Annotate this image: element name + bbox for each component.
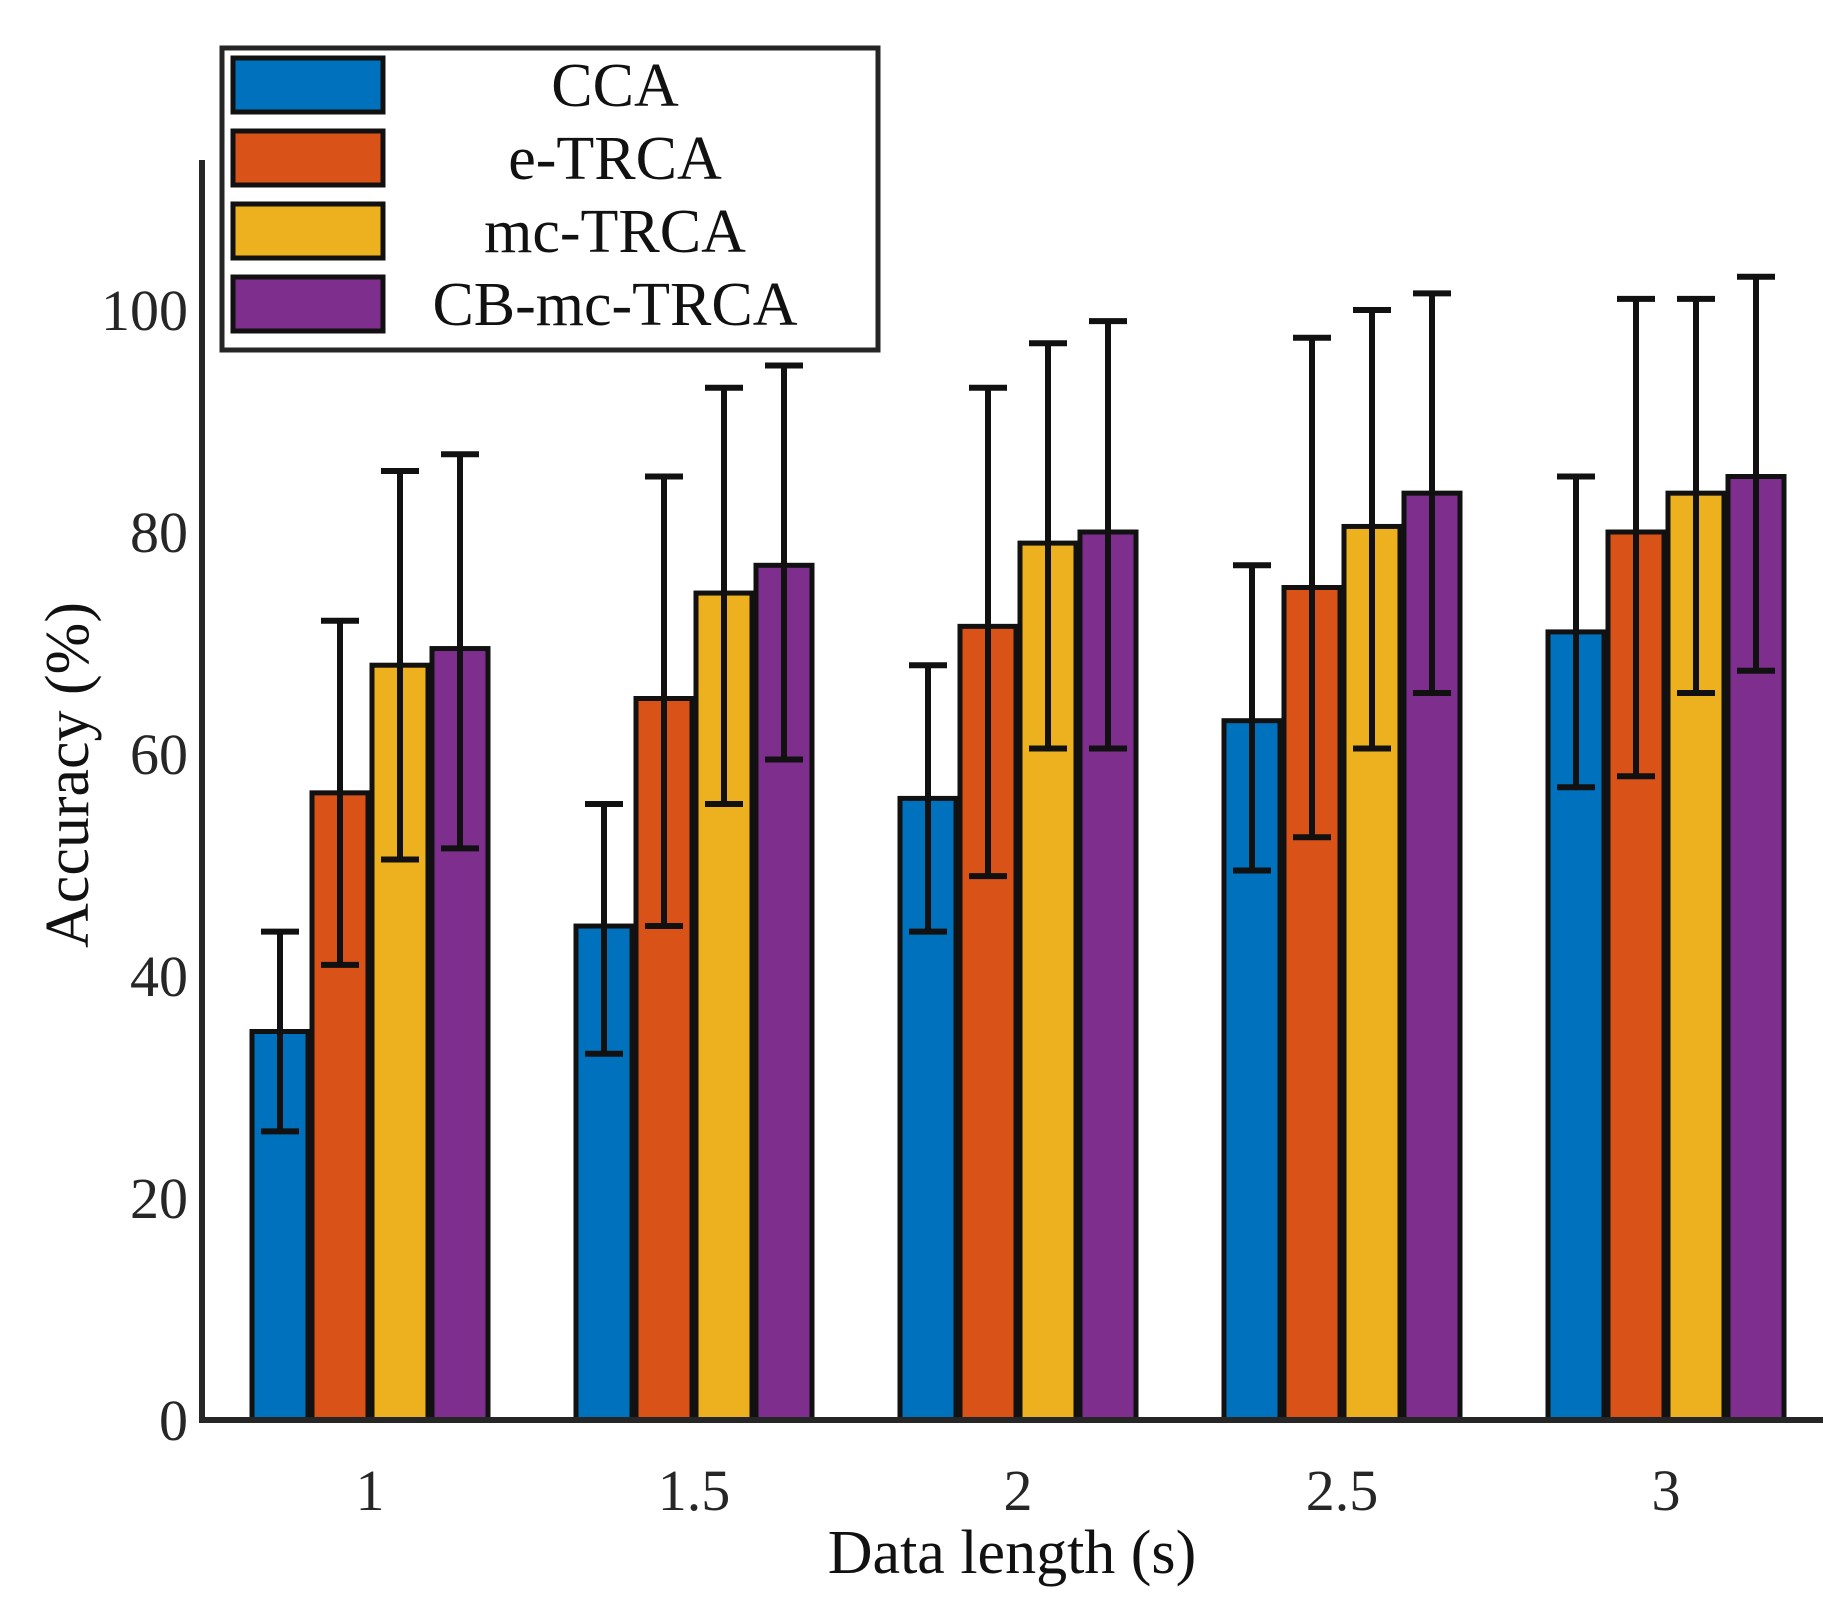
x-tick-labels: 1 1.5 2 2.5 3	[356, 1458, 1681, 1523]
legend-swatch-mc-trca	[230, 201, 386, 261]
x-tick-2.5: 2.5	[1306, 1458, 1379, 1523]
axes-layer	[199, 160, 1823, 1423]
y-tick-80: 80	[130, 500, 188, 565]
errorbar-mc-trca-1.5	[705, 384, 743, 807]
errorbar-e-trca-1.5	[645, 473, 683, 930]
x-tick-3: 3	[1652, 1458, 1681, 1523]
bars-layer	[249, 474, 1787, 1423]
errorbar-mc-trca-2.5	[1353, 307, 1391, 752]
y-tick-60: 60	[130, 722, 188, 787]
errorbar-cb-mc-trca-2.5	[1413, 290, 1451, 696]
x-tick-2: 2	[1004, 1458, 1033, 1523]
y-tick-20: 20	[130, 1166, 188, 1231]
y-axis-label: Accuracy (%)	[34, 602, 102, 948]
errorbar-mc-trca-3	[1677, 295, 1715, 696]
y-tick-40: 40	[130, 944, 188, 1009]
y-tick-100: 100	[101, 278, 188, 343]
x-axis-label: Data length (s)	[828, 1519, 1196, 1587]
errorbar-cca-2	[909, 662, 947, 935]
errorbar-cb-mc-trca-3	[1737, 273, 1775, 674]
bar-cb-mc-trca-1.5	[753, 562, 815, 1423]
errorbar-cb-mc-trca-1	[441, 451, 479, 852]
legend-label-mc-trca: mc-TRCA	[484, 198, 746, 266]
y-tick-labels: 0 20 40 60 80 100	[101, 278, 188, 1453]
errorbar-e-trca-2	[969, 384, 1007, 880]
bar-cca-2.5	[1221, 718, 1283, 1423]
errorbars-layer	[261, 273, 1775, 1135]
legend-swatch-cca	[230, 55, 386, 115]
legend-swatch-e-trca	[230, 128, 386, 188]
errorbar-mc-trca-2	[1029, 340, 1067, 752]
legend-swatch-cb-mc-trca	[230, 274, 386, 334]
errorbar-e-trca-1	[321, 617, 359, 968]
legend-label-e-trca: e-TRCA	[508, 125, 722, 193]
errorbar-cb-mc-trca-1.5	[765, 362, 803, 763]
errorbar-cca-1.5	[585, 800, 623, 1057]
errorbar-e-trca-2.5	[1293, 334, 1331, 841]
errorbar-cca-1	[261, 928, 299, 1135]
errorbar-mc-trca-1	[381, 467, 419, 863]
legend-label-cb-mc-trca: CB-mc-TRCA	[432, 271, 797, 339]
errorbar-cca-2.5	[1233, 562, 1271, 874]
errorbar-cca-3	[1557, 473, 1595, 791]
x-tick-1: 1	[356, 1458, 385, 1523]
y-tick-0: 0	[159, 1388, 188, 1453]
errorbar-cb-mc-trca-2	[1089, 318, 1127, 752]
x-tick-1.5: 1.5	[658, 1458, 731, 1523]
errorbar-e-trca-3	[1617, 295, 1655, 780]
legend-label-cca: CCA	[551, 52, 679, 120]
